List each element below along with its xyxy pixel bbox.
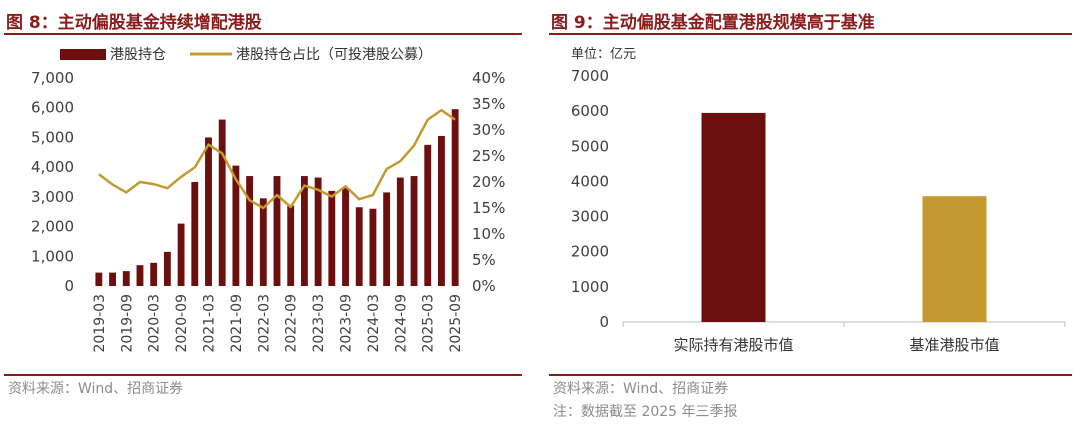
y-right-tick-label: 25% [472,147,505,165]
y-right-tick-label: 40% [472,69,505,87]
y-left-tick-label: 6,000 [31,99,74,117]
unit-label: 单位：亿元 [571,47,636,62]
bar-market-value [701,112,766,323]
x-tick-label: 2024-09 [393,294,409,353]
left-source-rule [4,374,522,376]
right-title-rule [549,33,1072,35]
bar-holdings [287,205,295,286]
left-source: 资料来源：Wind、招商证券 [8,381,184,397]
right-figure-title: 图 9：主动偏股基金配置港股规模高于基准 [551,13,875,33]
x-tick-label: 2021-09 [229,294,245,353]
bar-holdings [396,177,404,286]
x-tick-label: 2020-09 [174,294,190,353]
left-chart: 港股持仓 港股持仓占比（可投港股公募） 0 1,000 2,000 3,000 4,000 5… [31,47,505,353]
bar-holdings [438,135,445,286]
bar-holdings [300,176,308,286]
bar-holdings [410,176,418,286]
y-left-tick-label: 7,000 [31,69,74,87]
bar-holdings [150,262,158,286]
y-left-tick-label: 1,000 [31,247,74,265]
y-tick-label: 6000 [571,102,609,120]
bar-market-value [922,196,987,322]
right-source-rule [549,374,1072,376]
y-tick-label: 2000 [571,243,609,261]
bar-holdings [383,192,391,286]
bar-holdings [424,144,432,286]
bar-holdings [273,176,281,286]
bar-holdings [259,198,267,286]
y-left-tick-label: 2,000 [31,218,74,236]
left-figure-title: 图 8：主动偏股基金持续增配港股 [6,13,262,33]
x-tick-label: 2020-03 [147,294,163,353]
bar-holdings [342,187,349,286]
y-left-tick-label: 5,000 [31,128,74,146]
legend-swatch-holdings [60,49,106,60]
y-left-tick-label: 4,000 [31,158,74,176]
x-tick-label: 2025-03 [421,294,437,353]
y-tick-label: 7000 [571,67,609,85]
x-tick-label: 2024-03 [366,294,382,353]
bar-holdings [355,207,363,286]
bar-holdings [218,119,226,286]
bar-holdings [232,165,240,286]
bar-holdings [451,109,459,286]
x-tick-label: 2022-03 [256,294,272,353]
y-right-tick-label: 20% [472,173,505,191]
y-tick-label: 4000 [571,172,609,190]
y-tick-label: 3000 [571,208,609,226]
x-tick-label: 2025-09 [448,294,464,353]
x-tick-label: 2019-09 [119,294,135,353]
y-right-tick-label: 0% [472,277,496,295]
y-left-tick-label: 3,000 [31,188,74,206]
bar-holdings [95,272,103,286]
bar-holdings [177,223,185,286]
bar-holdings [191,182,199,286]
bar-holdings [122,271,130,286]
bar-holdings [136,265,144,286]
bar-holdings [109,272,116,286]
x-tick-label: 2023-03 [311,294,327,353]
legend-label-holdings: 港股持仓 [110,47,166,63]
x-tick-label: 2023-09 [339,294,355,353]
bar-holdings [328,190,336,286]
bar-holdings [246,176,254,286]
line-share [98,108,456,210]
bar-holdings [205,137,212,286]
y-right-tick-label: 30% [472,121,505,139]
y-right-tick-label: 15% [472,199,505,217]
right-chart: 单位：亿元 0 1000 2000 3000 4000 5000 6000 7000 实际持有港股… [571,47,1066,354]
y-left-tick-label: 0 [64,277,74,295]
right-panel: 图 9：主动偏股基金配置港股规模高于基准 单位：亿元 0 1000 2000 3000 4… [545,0,1080,428]
bar-holdings [314,177,322,286]
left-title-rule [4,33,522,35]
y-right-tick-label: 5% [472,251,496,269]
x-tick-label: 2022-09 [284,294,300,353]
y-tick-label: 0 [599,313,609,331]
x-tick-label: 2019-03 [92,294,108,353]
right-note: 注：数据截至 2025 年三季报 [553,404,738,420]
bar-holdings [163,251,171,286]
right-source: 资料来源：Wind、招商证券 [553,381,729,397]
y-tick-label: 1000 [571,278,609,296]
x-tick-label: 2021-03 [201,294,217,353]
legend-label-share: 港股持仓占比（可投港股公募） [236,47,432,63]
y-right-tick-label: 10% [472,225,505,243]
bar-holdings [369,208,377,286]
x-category-label: 实际持有港股市值 [673,336,793,354]
y-tick-label: 5000 [571,137,609,155]
y-right-tick-label: 35% [472,95,505,113]
x-category-label: 基准港股市值 [909,336,999,354]
left-panel: 图 8：主动偏股基金持续增配港股 港股持仓 港股持仓占比（可投港股公募） 0 1,00… [0,0,530,428]
